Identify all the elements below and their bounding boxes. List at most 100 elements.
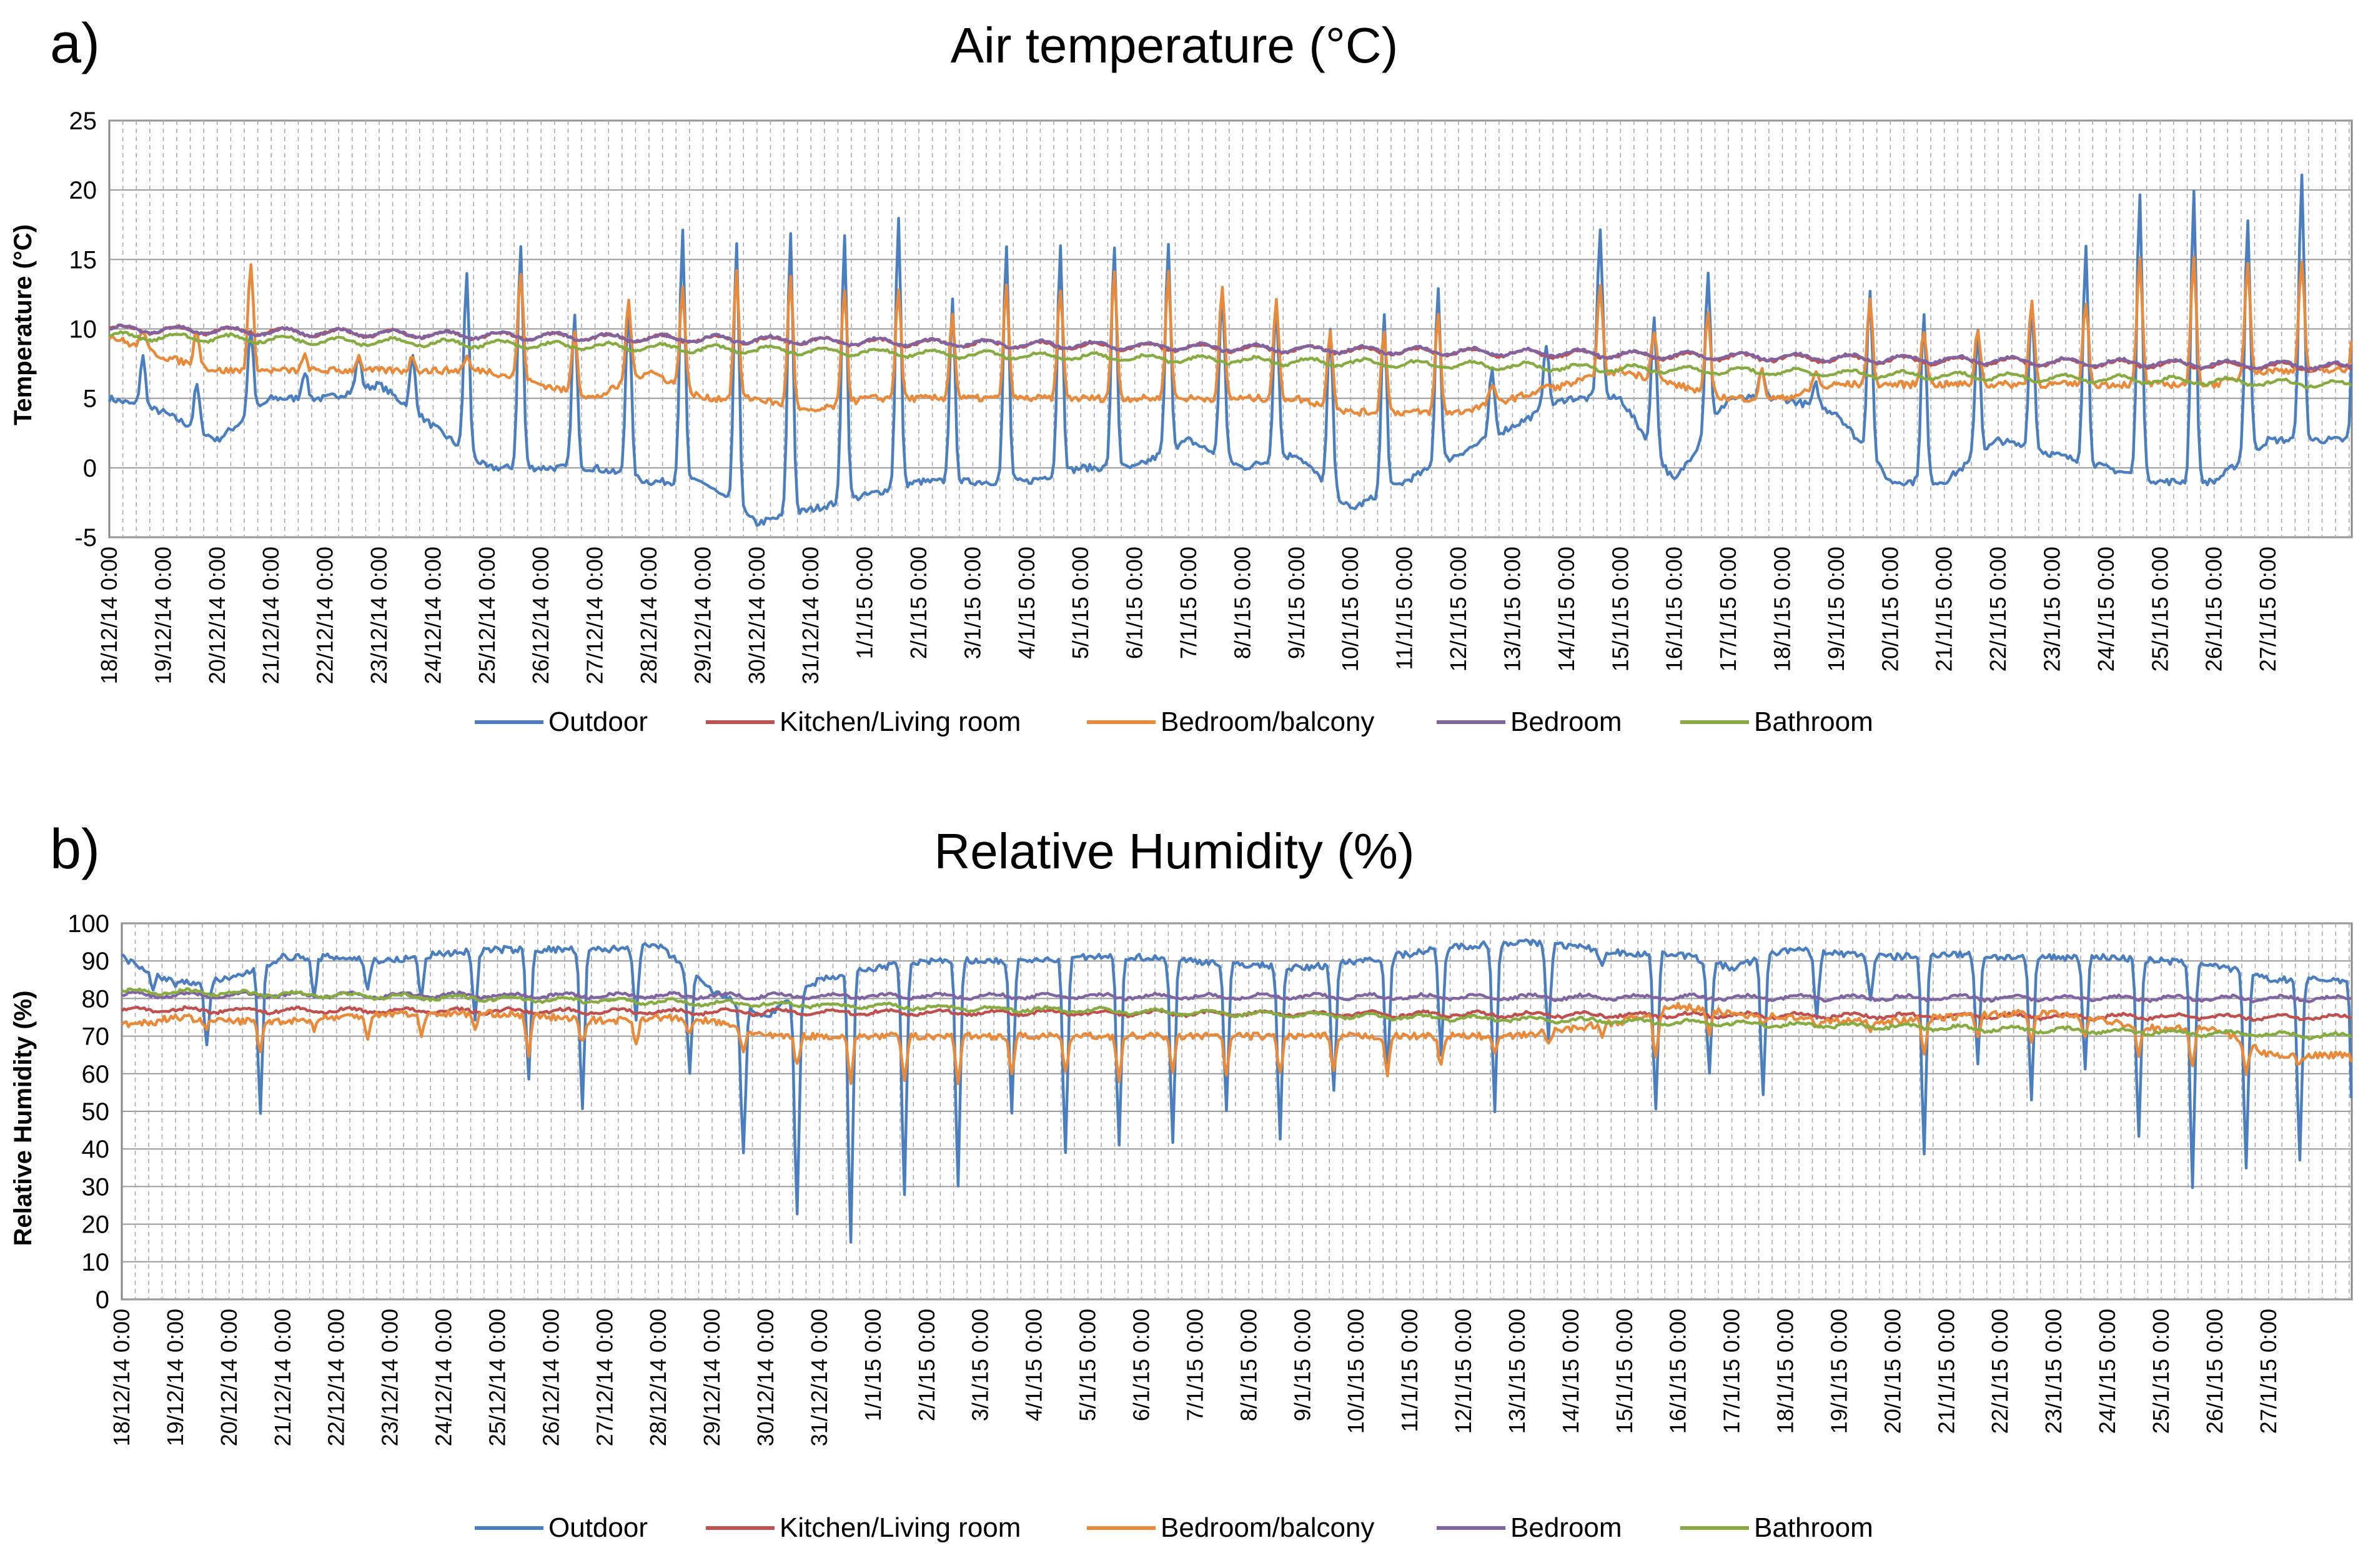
x-tick-label: 20/12/14 0:00 [216,1309,242,1446]
y-tick-label: 50 [82,1098,110,1126]
series-line-bedroom [109,323,2352,372]
x-tick-label: 8/1/15 0:00 [1236,1309,1261,1421]
series-line-bedroom-balcony [108,255,2353,417]
horizontal-gridlines [109,120,2352,538]
y-tick-labels: 25 20 15 10 5 0 -5 [69,107,97,552]
x-tick-label: 18/12/14 0:00 [96,547,122,684]
legend-label-outdoor: Outdoor [548,1512,648,1543]
x-tick-label: 21/1/15 0:00 [1933,1309,1959,1434]
x-tick-label: 20/1/15 0:00 [1877,547,1903,672]
x-tick-label: 24/12/14 0:00 [431,1309,457,1446]
series-line-outdoor [121,938,2353,1244]
x-tick-label: 26/12/14 0:00 [528,547,553,684]
y-tick-label: -5 [74,524,97,552]
x-tick-label: 30/12/14 0:00 [744,547,770,684]
x-tick-label: 4/1/15 0:00 [1021,1309,1047,1421]
y-tick-label: 10 [82,1249,110,1276]
x-tick-label: 1/1/15 0:00 [852,547,878,659]
legend-temperature: Outdoor Kitchen/Living room Bedroom/balcon… [475,707,1873,737]
legend-label-bedroom: Bedroom [1510,707,1622,737]
vertical-gridlines [134,923,2350,1299]
x-tick-label: 20/12/14 0:00 [204,547,230,684]
y-tick-label: 0 [83,455,97,482]
x-tick-label: 11/1/15 0:00 [1397,1309,1422,1432]
x-tick-label: 26/1/15 0:00 [2202,1309,2227,1434]
x-tick-label: 24/1/15 0:00 [2094,1309,2120,1434]
x-tick-label: 26/12/14 0:00 [538,1309,563,1446]
chart-air-temperature: a) Air temperature (°C) Temperature (°C)… [9,12,2353,737]
x-tick-label: 15/1/15 0:00 [1612,1309,1637,1434]
x-tick-label: 27/12/14 0:00 [592,1309,617,1446]
legend-label-bedroom: Bedroom [1510,1512,1622,1543]
x-tick-label: 30/12/14 0:00 [753,1309,778,1446]
x-tick-label: 22/1/15 0:00 [1985,547,2011,672]
x-tick-label: 19/1/15 0:00 [1826,1309,1851,1434]
legend-humidity: Outdoor Kitchen/Living room Bedroom/balcon… [475,1512,1873,1543]
legend-label-bathroom: Bathroom [1754,707,1873,737]
series-line-bedroom [121,990,2352,1004]
chart-relative-humidity: b) Relative Humidity (%) Relative Humidi… [9,818,2353,1543]
legend-label-kitchen-living-room: Kitchen/Living room [780,707,1021,737]
x-tick-label: 3/1/15 0:00 [959,547,985,659]
y-tick-label: 60 [82,1061,110,1088]
series-line-bathroom [109,330,2353,390]
series-line-bathroom [121,987,2352,1041]
x-tick-label: 25/12/14 0:00 [474,547,500,684]
y-tick-label: 0 [96,1286,109,1314]
x-tick-label: 29/12/14 0:00 [699,1309,725,1446]
y-tick-label: 40 [82,1136,110,1163]
x-tick-label: 14/1/15 0:00 [1558,1309,1583,1434]
x-tick-label: 27/1/15 0:00 [2256,1309,2281,1434]
y-tick-label: 90 [82,948,110,975]
y-tick-label: 30 [82,1173,110,1201]
x-tick-label: 9/1/15 0:00 [1284,547,1309,659]
y-tick-label: 70 [82,1023,110,1051]
x-tick-label: 18/12/14 0:00 [109,1309,134,1446]
y-tick-label: 15 [69,246,97,274]
panel-letter-b: b) [50,818,100,881]
y-axis-label-humidity: Relative Humidity (%) [9,991,37,1246]
y-tick-label: 20 [69,177,97,204]
x-tick-label: 28/12/14 0:00 [645,1309,671,1446]
x-tick-label: 12/1/15 0:00 [1445,547,1471,672]
x-tick-label: 13/1/15 0:00 [1499,547,1525,672]
x-tick-label: 7/1/15 0:00 [1176,547,1201,659]
x-tick-label: 2/1/15 0:00 [914,1309,939,1421]
x-tick-label: 25/1/15 0:00 [2147,547,2172,672]
x-tick-label: 10/1/15 0:00 [1337,547,1363,672]
x-tick-label: 24/1/15 0:00 [2093,547,2119,672]
x-tick-label: 2/1/15 0:00 [906,547,931,659]
x-tick-label: 4/1/15 0:00 [1014,547,1039,659]
x-tick-labels: 18/12/14 0:00 19/12/14 0:00 20/12/14 0:00 2… [96,547,2281,684]
series-lines [107,173,2353,527]
x-tick-label: 10/1/15 0:00 [1343,1309,1369,1434]
x-tick-label: 16/1/15 0:00 [1662,547,1687,672]
y-tick-label: 100 [67,910,109,938]
x-tick-label: 6/1/15 0:00 [1122,547,1147,659]
horizontal-gridlines [122,923,2352,1300]
chart-title-humidity: Relative Humidity (%) [934,823,1414,879]
y-tick-label: 10 [69,316,97,344]
x-tick-label: 18/1/15 0:00 [1773,1309,1798,1434]
x-tick-label: 20/1/15 0:00 [1880,1309,1905,1434]
x-tick-label: 22/12/14 0:00 [324,1309,349,1446]
x-tick-label: 27/1/15 0:00 [2255,547,2281,672]
x-tick-label: 23/12/14 0:00 [366,547,392,684]
series-lines [121,938,2353,1244]
x-tick-label: 3/1/15 0:00 [968,1309,993,1421]
x-tick-label: 6/1/15 0:00 [1128,1309,1154,1421]
x-tick-label: 25/12/14 0:00 [484,1309,510,1446]
x-tick-label: 23/12/14 0:00 [377,1309,403,1446]
y-tick-label: 25 [69,107,97,135]
x-tick-label: 19/1/15 0:00 [1823,547,1849,672]
x-tick-label: 12/1/15 0:00 [1450,1309,1476,1434]
x-tick-label: 28/12/14 0:00 [636,547,661,684]
y-axis-label-temperature: Temperature (°C) [9,224,37,425]
x-tick-label: 1/1/15 0:00 [860,1309,886,1421]
x-tick-label: 5/1/15 0:00 [1068,547,1093,659]
x-tick-label: 31/12/14 0:00 [806,1309,832,1446]
y-tick-label: 5 [83,385,97,413]
